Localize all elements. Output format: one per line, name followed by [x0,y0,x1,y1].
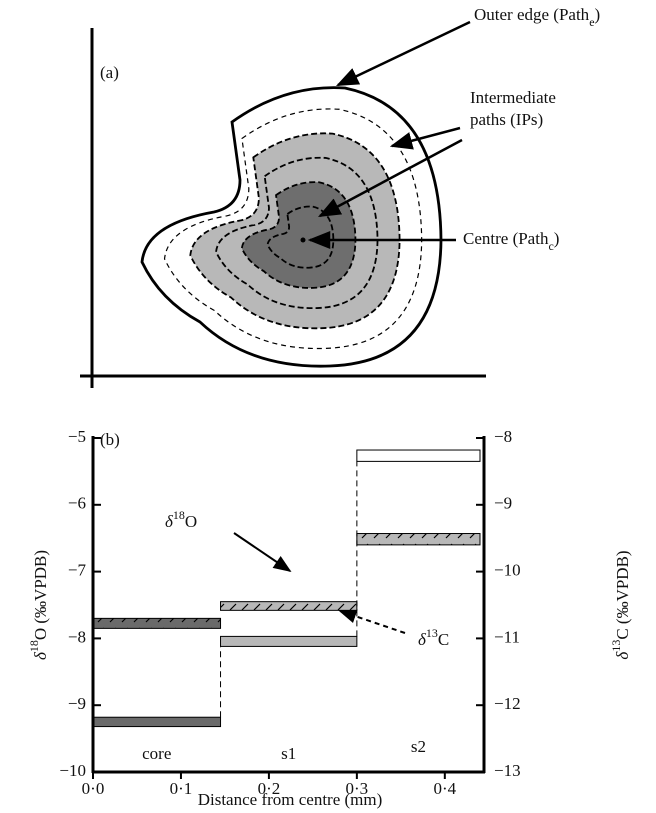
y-tick-label: −9 [68,694,86,713]
x-tick-label: 0·2 [258,779,281,798]
label-part: δ [165,512,174,531]
panel-a: (a) Outer edge (Pathe) Intermediate path… [80,5,600,388]
annotation: Centre (Pathc) [463,229,559,253]
y-tick-label: −7 [68,561,87,580]
arrow [389,126,461,150]
label-part: δ [418,630,427,649]
y2-tick-label: −12 [494,694,521,713]
growth-path [268,206,334,267]
arrow [318,138,463,218]
arrow [233,532,292,573]
range-bar [220,635,358,647]
y2-axis-label: δ13C (‰VPDB) [609,550,632,659]
panel-b: (b) Distance from centre (mm) δ18O (‰VPD… [27,427,632,809]
panel-label: (b) [100,430,120,449]
y-tick-label: −5 [68,427,86,446]
y2-tick-label: −10 [494,561,521,580]
label-part: δ [613,651,632,660]
label-sup: 13 [609,640,623,652]
range-bar [356,533,481,546]
label-sup: 18 [173,508,185,522]
annotation: paths (IPs) [470,110,543,129]
arrow [335,20,471,87]
label-sup: 13 [426,626,438,640]
x-tick-label: 0·4 [433,779,456,798]
label-part: δ [31,651,50,660]
range-bar [220,601,358,611]
category-label: s1 [281,744,296,763]
label-part: O (‰VPDB) [31,550,50,640]
label-sup: 18 [27,640,41,652]
x-tick-label: 0·3 [346,779,369,798]
y2-tick-label: −9 [494,494,512,513]
annotation-text: Centre (Path [463,229,549,248]
annotation-text: ) [595,5,601,24]
panel-label: (a) [100,63,119,82]
label-part: C (‰VPDB) [613,550,632,639]
y-tick-label: −10 [59,761,86,780]
y2-tick-label: −8 [494,427,512,446]
annotation: Outer edge (Pathe) [474,5,600,29]
otolith-paths [142,88,441,367]
annotation-text: Outer edge (Path [474,5,590,24]
range-bar [356,449,481,462]
series-label: δ13C [418,626,449,649]
x-tick-label: 0·0 [82,779,105,798]
series-label: δ18O [165,508,197,531]
y2-tick-label: −11 [494,627,520,646]
y-tick-label: −8 [68,627,86,646]
range-bar [92,716,222,728]
centre-point [300,237,306,243]
annotation-text: ) [554,229,560,248]
annotation-sub: e [589,15,594,29]
y-axis-label: δ18O (‰VPDB) [27,550,50,660]
label-part: O [185,512,197,531]
category-label: core [142,744,171,763]
arrows [307,20,471,249]
x-axis-label: Distance from centre (mm) [198,790,383,809]
y-tick-label: −6 [68,494,86,513]
y2-tick-label: −13 [494,761,521,780]
range-bar [92,617,222,629]
annotation: Intermediate [470,88,556,107]
category-label: s2 [411,737,426,756]
annotation-sub: c [548,239,553,253]
arrow [338,609,406,634]
label-part: C [438,630,449,649]
x-tick-label: 0·1 [170,779,193,798]
